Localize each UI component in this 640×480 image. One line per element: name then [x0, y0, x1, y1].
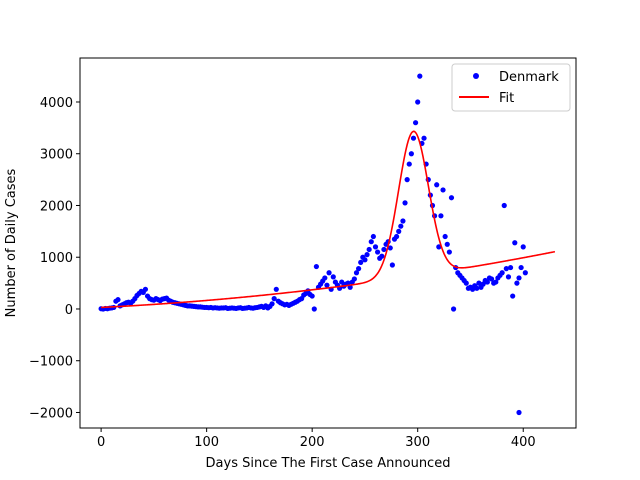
- x-axis-ticks: 0 100 200 300 400: [97, 428, 536, 450]
- data-point: [450, 306, 457, 312]
- data-point: [362, 257, 368, 263]
- data-point: [313, 263, 319, 270]
- y-axis-ticks: −2000 −1000 0 1000 2000 3000 4000: [29, 96, 80, 421]
- data-point: [330, 274, 336, 280]
- data-point: [273, 286, 279, 292]
- y-tick-label: 3000: [40, 148, 73, 163]
- data-point: [444, 241, 450, 247]
- x-tick-label: 200: [300, 435, 325, 450]
- x-tick-label: 400: [511, 435, 536, 450]
- data-point: [387, 245, 393, 251]
- x-tick-label: 0: [97, 435, 105, 450]
- data-point: [410, 135, 417, 141]
- data-point: [142, 286, 149, 292]
- legend: Denmark Fit: [451, 63, 571, 112]
- legend-marker-denmark: [473, 73, 479, 79]
- data-point: [493, 279, 499, 285]
- data-point: [370, 233, 376, 240]
- data-point: [366, 246, 372, 253]
- data-point: [421, 135, 427, 141]
- plot-frame: [79, 57, 577, 429]
- data-point: [434, 182, 440, 188]
- data-point: [406, 161, 412, 167]
- data-point: [488, 276, 495, 282]
- data-point: [368, 239, 374, 245]
- data-point: [402, 200, 408, 206]
- data-point: [375, 249, 381, 255]
- data-point: [351, 276, 357, 282]
- y-tick-label: 1000: [40, 251, 73, 266]
- data-point: [322, 275, 328, 281]
- data-point: [440, 187, 446, 193]
- data-point: [501, 202, 507, 209]
- data-point: [518, 264, 524, 271]
- data-point: [412, 120, 419, 126]
- data-point: [345, 280, 351, 286]
- y-tick-label: 2000: [40, 199, 73, 214]
- data-point: [520, 244, 526, 250]
- legend-label-denmark: Denmark: [499, 70, 559, 85]
- x-tick-label: 300: [405, 435, 430, 450]
- data-point: [364, 252, 370, 258]
- data-point: [408, 151, 414, 157]
- data-point: [463, 280, 469, 286]
- data-point: [438, 213, 444, 219]
- data-point: [499, 270, 505, 276]
- data-point: [417, 73, 423, 79]
- data-point: [394, 233, 400, 240]
- data-point: [311, 306, 317, 312]
- scatter-points: [98, 73, 528, 416]
- data-point: [389, 262, 395, 268]
- data-point: [522, 270, 528, 276]
- y-axis-label: Number of Daily Cases: [4, 168, 19, 317]
- x-axis-label: Days Since The First Case Announced: [206, 456, 451, 471]
- data-point: [442, 233, 448, 240]
- x-tick-label: 100: [194, 435, 219, 450]
- data-point: [476, 280, 482, 286]
- data-point: [404, 177, 410, 183]
- data-point: [398, 223, 404, 229]
- data-point: [324, 282, 330, 288]
- data-point: [514, 280, 520, 286]
- data-point: [115, 297, 121, 303]
- data-point: [381, 246, 387, 253]
- data-point: [400, 218, 406, 224]
- data-point: [474, 285, 480, 291]
- data-point: [271, 296, 277, 302]
- data-point: [436, 244, 442, 250]
- data-point: [356, 266, 362, 272]
- data-point: [339, 279, 345, 285]
- plot-background: [80, 58, 576, 428]
- y-tick-label: 0: [65, 303, 73, 318]
- data-point: [516, 275, 522, 281]
- data-point: [309, 293, 315, 299]
- data-point: [505, 274, 512, 280]
- data-point: [510, 293, 516, 299]
- fit-line: [101, 130, 556, 309]
- data-point: [507, 264, 514, 271]
- legend-box: [451, 63, 571, 112]
- data-point: [503, 266, 509, 272]
- y-tick-label: −1000: [29, 355, 73, 370]
- legend-label-fit: Fit: [499, 91, 514, 106]
- data-point: [516, 409, 522, 416]
- y-tick-label: 4000: [40, 96, 73, 111]
- data-point: [446, 249, 452, 255]
- data-point: [269, 301, 275, 307]
- data-point: [353, 270, 360, 276]
- data-point: [358, 259, 364, 266]
- fit-line-layer: [101, 130, 556, 309]
- data-point: [326, 270, 332, 276]
- data-point: [372, 244, 379, 250]
- data-point: [448, 195, 455, 201]
- y-tick-label: −2000: [29, 406, 73, 421]
- data-point: [396, 228, 402, 234]
- data-point: [415, 99, 421, 105]
- data-point: [512, 240, 518, 246]
- data-point: [484, 279, 490, 285]
- data-point: [379, 253, 385, 259]
